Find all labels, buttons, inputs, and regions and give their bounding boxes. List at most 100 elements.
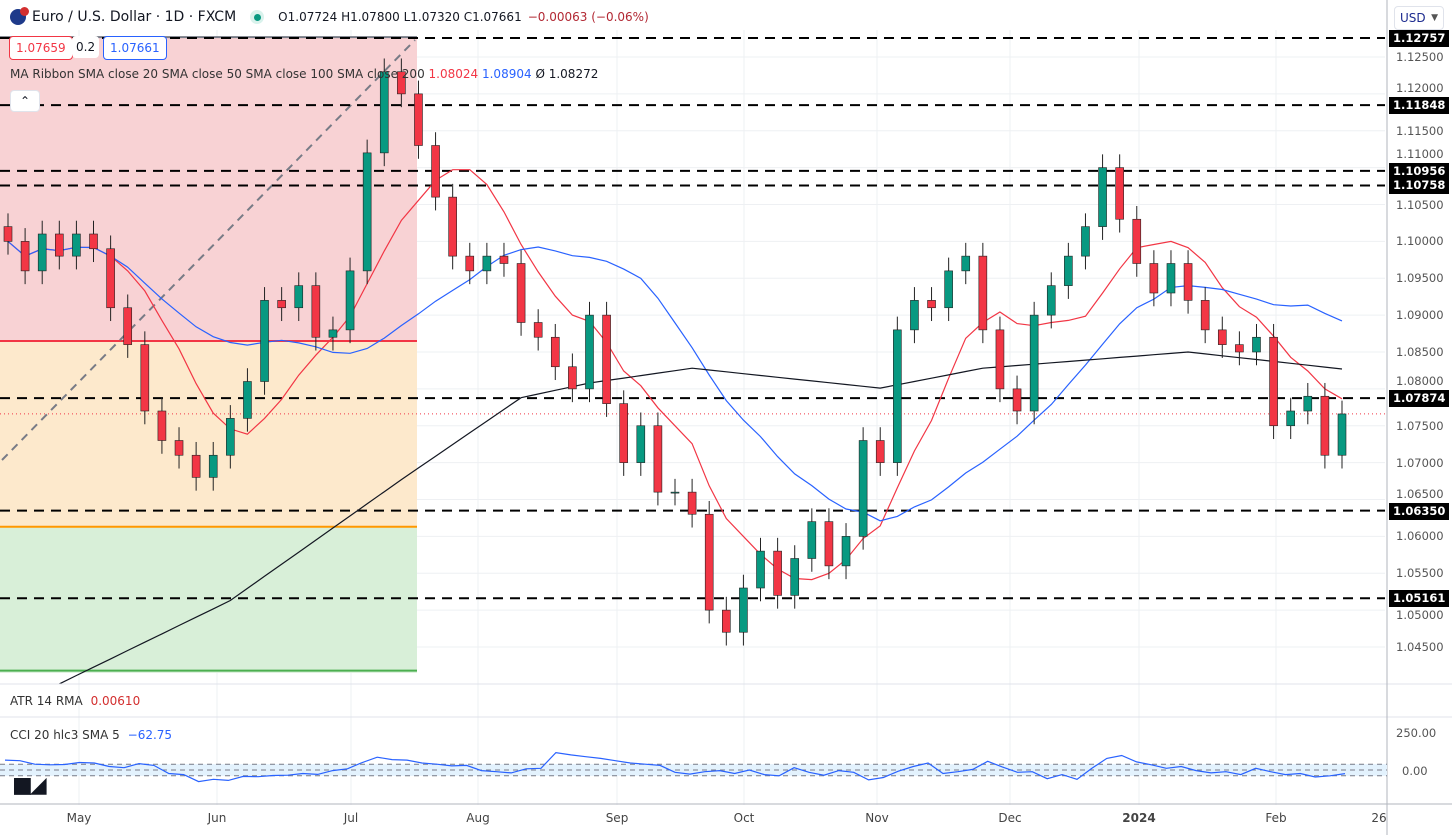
- fib-zone: [0, 340, 417, 527]
- candle-body: [20, 241, 30, 272]
- candle-body: [1149, 263, 1159, 294]
- candle-body: [1337, 413, 1347, 456]
- candle-body: [619, 403, 628, 463]
- cci-axis-250: 250.00: [1396, 726, 1437, 740]
- candle-body: [123, 307, 133, 345]
- chevron-down-icon: ▼: [1431, 13, 1438, 23]
- cci-line: [4, 751, 1346, 783]
- candle-body: [72, 233, 81, 257]
- price-axis-label: 1.05000: [1396, 608, 1444, 623]
- time-axis-label: Sep: [605, 811, 629, 825]
- candle-body: [448, 196, 457, 257]
- candle-body: [174, 440, 184, 456]
- candle-body: [602, 314, 611, 404]
- time-axis-label: 26: [1371, 811, 1387, 825]
- candle-body: [756, 550, 765, 589]
- price-axis-label: 1.06500: [1396, 486, 1444, 501]
- candle-body: [1252, 336, 1261, 353]
- sma200-value: 1.08272: [548, 67, 599, 81]
- buy-button[interactable]: 1.07661: [103, 36, 167, 60]
- market-open-icon: [250, 10, 265, 24]
- ma-ribbon-label: MA Ribbon SMA close 20 SMA close 50 SMA …: [10, 67, 425, 81]
- ma-ribbon-legend[interactable]: MA Ribbon SMA close 20 SMA close 50 SMA …: [10, 67, 598, 81]
- candle-body: [807, 521, 817, 559]
- time-axis-label: Dec: [998, 811, 1022, 825]
- time-axis-label: Jun: [207, 811, 227, 825]
- candle-body: [226, 418, 235, 456]
- price-axis-label: 1.04500: [1396, 640, 1444, 654]
- candle-body: [1303, 395, 1313, 412]
- candle-body: [773, 550, 782, 596]
- candle-body: [191, 454, 201, 478]
- candle-body: [910, 300, 919, 331]
- level-price-badge: 1.07874: [1389, 390, 1450, 408]
- candle-body: [841, 536, 851, 567]
- price-axis-label: 1.09000: [1396, 308, 1444, 323]
- candle-body: [1064, 255, 1073, 286]
- time-axis-label: Aug: [466, 811, 490, 825]
- candle-body: [722, 609, 731, 633]
- spread-value: 0.2: [72, 36, 100, 58]
- change-value: −0.00063 (−0.06%): [527, 10, 649, 24]
- candle-body: [260, 300, 269, 382]
- candle-body: [1081, 226, 1090, 257]
- level-price-badge: 1.05161: [1389, 590, 1450, 608]
- time-axis-label: 2024: [1122, 811, 1156, 825]
- ohlc-values: O1.07724 H1.07800 L1.07320 C1.07661: [278, 10, 522, 24]
- candle-body: [1046, 285, 1056, 316]
- candle-body: [704, 513, 714, 611]
- candle-body: [362, 152, 372, 272]
- candle-body: [585, 314, 594, 390]
- symbol-title[interactable]: Euro / U.S. Dollar · 1D · FXCM: [32, 9, 237, 25]
- price-axis-label: 1.10500: [1396, 197, 1444, 212]
- low-value: L1.07320: [403, 10, 460, 24]
- sma20-value: 1.08024: [428, 67, 479, 81]
- candle-body: [944, 270, 953, 309]
- candle-body: [431, 145, 440, 198]
- candle-body: [1269, 336, 1278, 427]
- cci-axis-0: 0.00: [1402, 764, 1428, 778]
- currency-selector[interactable]: USD ▼: [1394, 6, 1444, 30]
- candle-body: [1115, 167, 1124, 220]
- time-axis-label: Nov: [865, 811, 889, 825]
- price-axis-label: 1.08000: [1396, 374, 1444, 389]
- sell-button[interactable]: 1.07659: [9, 36, 73, 60]
- candle-body: [465, 255, 475, 272]
- candle-body: [3, 226, 13, 242]
- candle-body: [328, 329, 338, 338]
- candle-body: [1098, 167, 1107, 227]
- candle-body: [1320, 395, 1330, 456]
- currency-label: USD: [1400, 11, 1426, 25]
- candle-body: [739, 587, 748, 633]
- candle-body: [243, 381, 252, 419]
- candle-body: [670, 491, 680, 494]
- sma50-value: 1.08904: [481, 67, 532, 81]
- candle-body: [1183, 263, 1193, 301]
- tradingview-logo[interactable]: ■◢: [12, 773, 47, 798]
- candle-body: [106, 248, 115, 309]
- candle-body: [1012, 388, 1022, 412]
- candle-body: [687, 491, 697, 515]
- level-price-badge: 1.10956: [1389, 162, 1450, 180]
- candle-body: [1286, 410, 1295, 427]
- sma50-line: [7, 240, 1343, 522]
- atr-legend[interactable]: ATR 14 RMA 0.00610: [10, 694, 140, 708]
- candle-body: [653, 425, 663, 493]
- candle-body: [414, 93, 423, 146]
- time-axis-label: Jul: [343, 811, 359, 825]
- candle-body: [277, 300, 286, 309]
- symbol-legend: Euro / U.S. Dollar · 1D · FXCM O1.07724 …: [10, 7, 649, 25]
- candle-body: [550, 336, 560, 368]
- candle-body: [790, 558, 800, 596]
- cci-legend[interactable]: CCI 20 hlc3 SMA 5 −62.75: [10, 728, 172, 742]
- candle-body: [568, 366, 577, 390]
- candle-body: [157, 410, 167, 441]
- price-axis-label: 1.08500: [1396, 345, 1444, 359]
- price-axis-label: 1.05500: [1396, 566, 1444, 581]
- candle-body: [1235, 344, 1244, 353]
- candle-body: [89, 233, 98, 250]
- collapse-legend-button[interactable]: ⌃: [10, 90, 40, 112]
- high-value: H1.07800: [341, 10, 400, 24]
- candle-body: [1200, 300, 1210, 331]
